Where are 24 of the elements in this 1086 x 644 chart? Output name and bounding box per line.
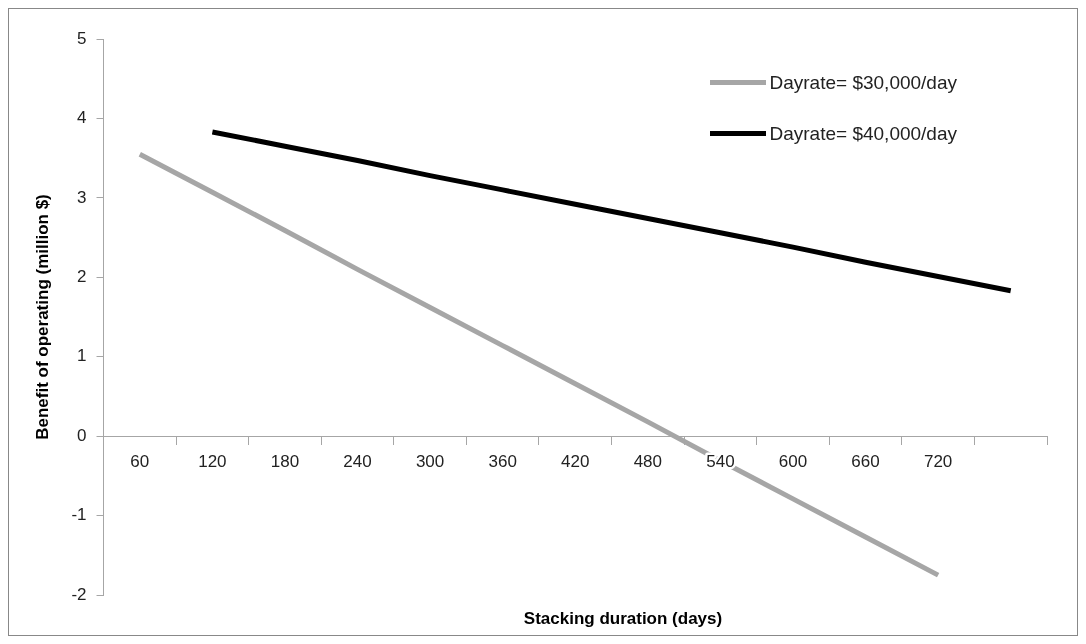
x-tick-label: 720 (923, 452, 953, 472)
x-tick-label: 480 (633, 452, 663, 472)
y-tick-label: 2 (77, 266, 87, 286)
x-tick-label: 420 (561, 452, 590, 472)
x-tick-label: 120 (198, 452, 227, 472)
x-tick-label: 300 (415, 452, 445, 472)
y-axis-title: Benefit of operating (million $) (32, 194, 52, 440)
y-tick-label: 0 (77, 425, 87, 445)
legend-label: Dayrate= $40,000/day (769, 122, 957, 145)
x-tick-label: 600 (778, 452, 808, 472)
y-tick-label: 1 (77, 346, 87, 366)
x-axis-title: Stacking duration (days) (522, 609, 724, 629)
x-tick-label: 60 (130, 452, 150, 472)
x-tick-label: 240 (343, 452, 372, 472)
x-tick-label: 360 (488, 452, 517, 472)
y-tick-label: 3 (77, 187, 87, 207)
y-tick-label: -1 (71, 505, 87, 525)
y-tick-label: -2 (71, 584, 87, 604)
legend-label: Dayrate= $30,000/day (769, 71, 957, 94)
x-tick-label: 180 (270, 452, 300, 472)
x-tick-label: 540 (706, 452, 735, 472)
x-tick-label: 660 (851, 452, 880, 472)
y-tick-label: 4 (77, 108, 87, 128)
y-tick-label: 5 (77, 28, 87, 48)
